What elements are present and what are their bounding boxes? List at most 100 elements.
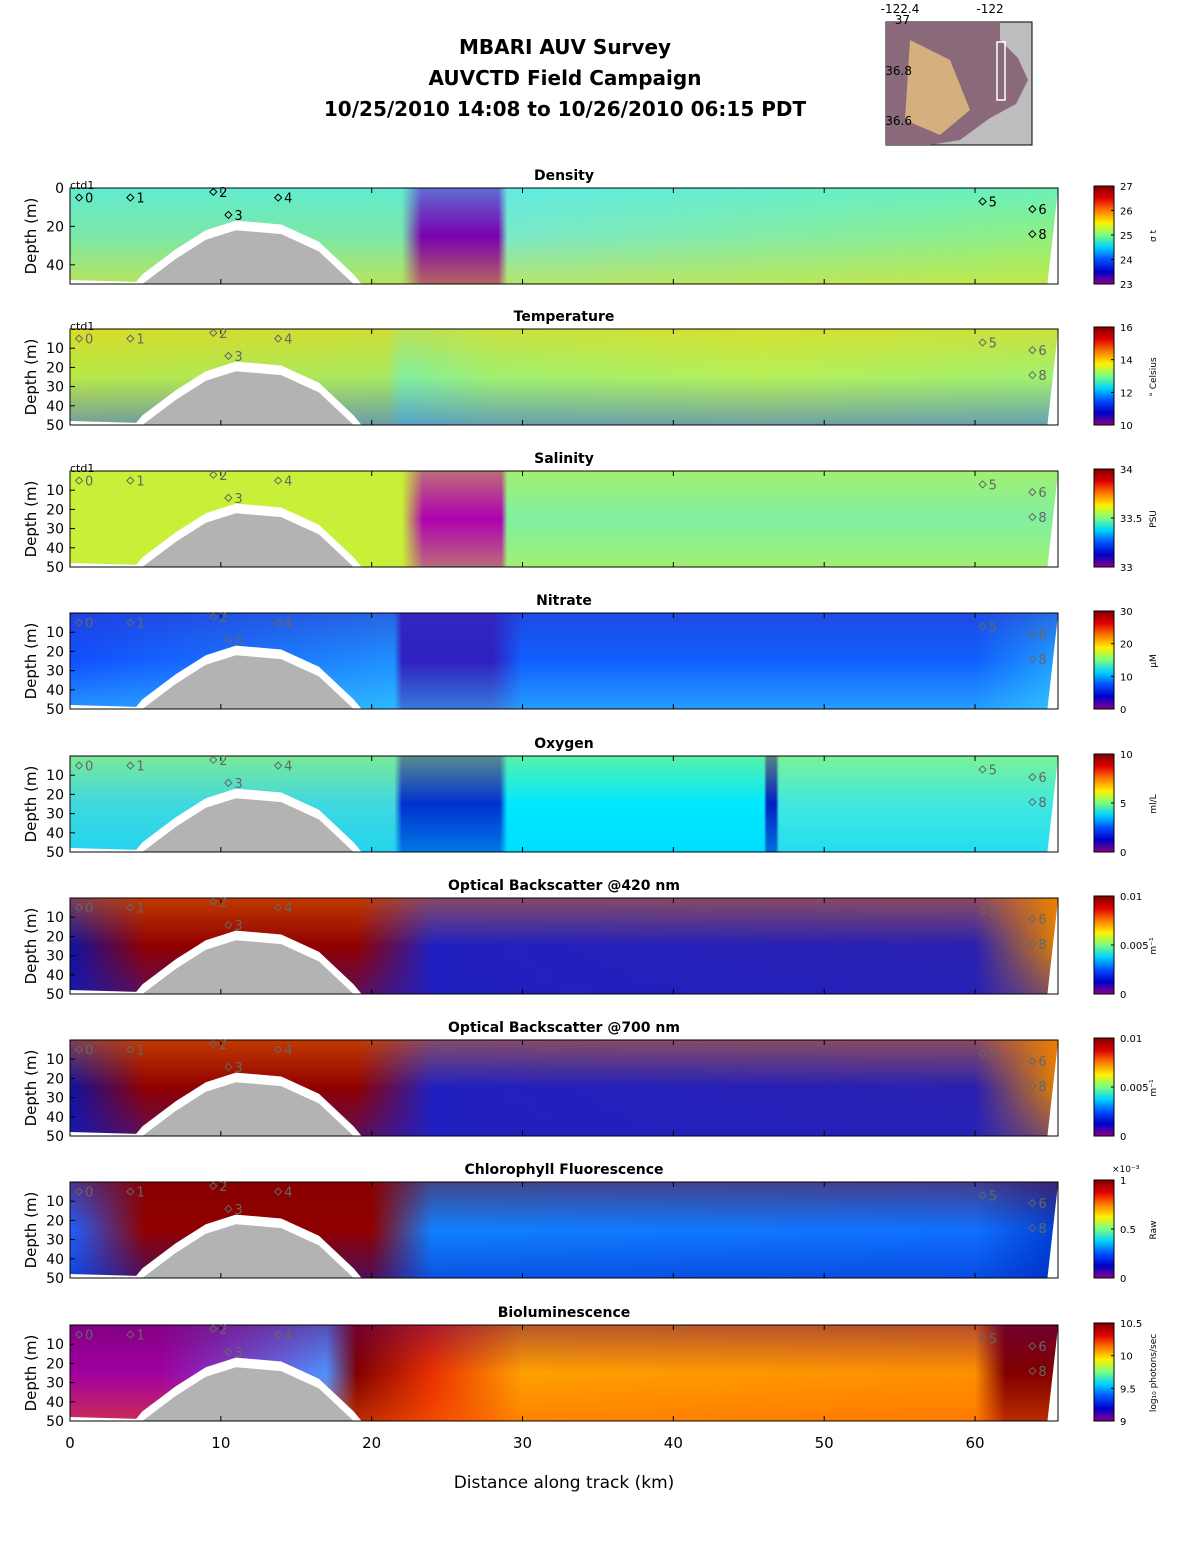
colorbar-tick-label: 12 <box>1120 388 1133 399</box>
station-label: 4 <box>284 1044 292 1059</box>
x-tick-label: 60 <box>965 1434 984 1452</box>
station-marker <box>978 197 987 206</box>
station-marker <box>1028 229 1037 239</box>
station-marker <box>273 334 283 343</box>
y-tick-label: 30 <box>46 1376 64 1392</box>
panel-frame <box>69 897 1059 995</box>
station-marker <box>74 618 84 627</box>
colorbar-unit: σ t <box>1149 229 1159 242</box>
station-marker <box>224 778 233 788</box>
station-label: 2 <box>219 896 227 911</box>
x-tick-label: 20 <box>362 1434 381 1452</box>
station-label: 4 <box>284 1329 292 1344</box>
y-tick-label: 20 <box>46 502 64 518</box>
y-tick-label: 40 <box>46 1252 64 1268</box>
station-group-label: ctd1 <box>70 179 94 192</box>
no-data-right <box>1047 1327 1058 1421</box>
colorbar-unit: m⁻¹ <box>1149 937 1159 955</box>
x-axis-label: Distance along track (km) <box>453 1473 675 1493</box>
panel-7: Chlorophyll Fluorescence1020304050Depth … <box>22 1162 1159 1287</box>
station-label: 8 <box>1038 228 1046 243</box>
station-marker <box>74 1045 84 1054</box>
title-line-3: 10/25/2010 14:08 to 10/26/2010 06:15 PDT <box>323 97 807 121</box>
panel-title: Oxygen <box>534 736 594 752</box>
station-label: 6 <box>1038 771 1046 786</box>
figure-title: MBARI AUV Survey AUVCTD Field Campaign 1… <box>280 32 850 125</box>
colorbar-tick-label: 27 <box>1120 182 1133 193</box>
station-label: 3 <box>234 777 242 792</box>
y-tick-label: 40 <box>46 541 64 557</box>
station-marker <box>273 903 283 912</box>
y-tick-label: 20 <box>46 1071 64 1087</box>
station-marker <box>126 1330 135 1339</box>
no-data-left <box>70 280 143 284</box>
station-label: 4 <box>284 475 292 490</box>
station-label: 1 <box>136 192 144 207</box>
station-marker <box>126 334 135 343</box>
station-label: 5 <box>989 195 997 210</box>
no-data-right <box>1047 900 1058 994</box>
colorbar-unit: Raw <box>1149 1221 1159 1240</box>
station-label: 6 <box>1038 628 1046 643</box>
station-label: 5 <box>989 1189 997 1204</box>
station-marker <box>74 1330 84 1339</box>
y-tick-label: 40 <box>46 683 64 699</box>
colorbar-tick-label: 10.5 <box>1120 1319 1142 1330</box>
station-label: 5 <box>989 1332 997 1347</box>
y-tick-label: 20 <box>46 787 64 803</box>
station-label: 1 <box>136 1044 144 1059</box>
no-data-left <box>70 990 143 994</box>
colorbar-tick-label: 0.005 <box>1120 1083 1149 1094</box>
station-marker <box>224 920 233 930</box>
station-marker <box>224 351 233 361</box>
station-label: 2 <box>219 754 227 769</box>
no-data-left <box>70 1274 143 1278</box>
y-tick-label: 20 <box>46 219 64 235</box>
y-tick-label: 50 <box>46 1414 64 1430</box>
y-tick-label: 40 <box>46 258 64 274</box>
y-tick-label: 30 <box>46 380 64 396</box>
panel-frame <box>69 470 1059 568</box>
y-tick-label: 30 <box>46 807 64 823</box>
colorbar-tick-label: 0.5 <box>1120 1225 1136 1236</box>
y-axis-label: Depth (m) <box>22 1335 40 1412</box>
station-label: 2 <box>219 186 227 201</box>
inset-lat-tick: 37 <box>895 13 910 27</box>
station-label: 8 <box>1038 1222 1046 1237</box>
station-label: 5 <box>989 1047 997 1062</box>
y-tick-label: 20 <box>46 1213 64 1229</box>
station-marker <box>224 1204 233 1214</box>
panel-frame <box>69 1181 1059 1279</box>
station-marker <box>978 480 987 489</box>
station-label: 3 <box>234 350 242 365</box>
y-tick-label: 10 <box>46 1194 64 1210</box>
y-tick-label: 10 <box>46 1337 64 1353</box>
y-tick-label: 20 <box>46 929 64 945</box>
station-marker <box>209 1181 218 1191</box>
colorbar-tick-label: 1 <box>1120 1176 1126 1187</box>
panel-title: Nitrate <box>536 593 592 609</box>
colorbar-tick-label: 23 <box>1120 280 1133 291</box>
station-marker <box>1028 345 1037 355</box>
panel-title: Chlorophyll Fluorescence <box>464 1162 663 1178</box>
inset-track <box>996 41 1006 101</box>
colorbar-tick-label: 0.01 <box>1120 892 1142 903</box>
station-label: 0 <box>85 333 93 348</box>
station-marker <box>273 1045 283 1054</box>
station-marker <box>126 476 135 485</box>
station-label: 5 <box>989 620 997 635</box>
no-data-right <box>1047 1184 1058 1278</box>
x-tick-label: 0 <box>65 1434 75 1452</box>
station-marker <box>978 907 987 916</box>
y-tick-label: 10 <box>46 1052 64 1068</box>
station-label: 0 <box>85 1186 93 1201</box>
y-tick-label: 0 <box>55 181 64 197</box>
no-data-right <box>1047 615 1058 709</box>
colorbar-multiplier: ×10⁻³ <box>1112 1165 1140 1175</box>
panel-title: Optical Backscatter @700 nm <box>448 1020 680 1036</box>
y-tick-label: 10 <box>46 341 64 357</box>
station-marker <box>273 761 283 770</box>
panel-6: Optical Backscatter @700 nm1020304050Dep… <box>22 1020 1159 1145</box>
